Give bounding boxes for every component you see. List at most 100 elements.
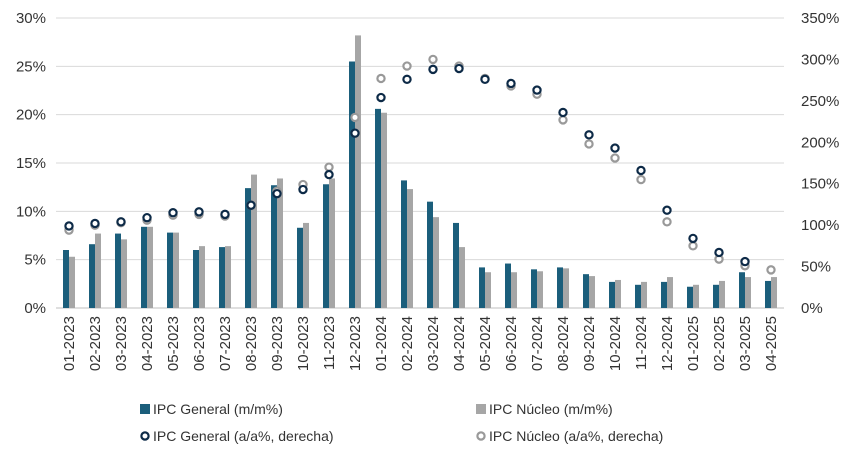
x-tick-label: 03-2023	[113, 316, 130, 371]
x-tick-label: 06-2024	[503, 316, 520, 371]
bar-ipc-nucleo-mm	[433, 217, 439, 308]
y-right-tick-label: 0%	[801, 300, 823, 317]
bar-ipc-general-mm	[661, 281, 667, 308]
point-ipc-general-aa	[402, 74, 412, 85]
point-ipc-general-aa	[376, 92, 386, 103]
bar-ipc-general-mm	[219, 247, 225, 308]
x-tick-label: 10-2023	[295, 316, 312, 371]
y-right-tick-label: 200%	[801, 134, 839, 151]
bar-ipc-nucleo-mm	[537, 271, 543, 308]
y-left-tick-label: 20%	[16, 107, 46, 124]
bar-ipc-general-mm	[297, 227, 303, 308]
point-ipc-general-aa	[350, 128, 360, 138]
bar-ipc-nucleo-mm	[381, 112, 387, 308]
bar-ipc-general-mm	[271, 185, 277, 308]
bar-ipc-nucleo-mm	[303, 222, 309, 308]
x-tick-label: 12-2023	[347, 316, 364, 371]
bar-ipc-general-mm	[531, 269, 537, 308]
x-tick-label: 07-2024	[529, 316, 546, 371]
bar-ipc-nucleo-mm	[199, 246, 205, 308]
bar-ipc-nucleo-mm	[407, 189, 413, 308]
point-ipc-general-aa	[480, 74, 490, 85]
bar-ipc-general-mm	[479, 267, 485, 308]
point-ipc-general-aa	[64, 221, 74, 231]
point-ipc-general-aa	[558, 107, 568, 118]
bar-ipc-nucleo-mm	[641, 281, 647, 308]
x-tick-label: 09-2023	[269, 316, 286, 371]
legend-ipc-nucleo-aa-marker	[476, 431, 486, 441]
point-ipc-nucleo-aa	[324, 162, 334, 172]
bar-ipc-nucleo-mm	[225, 246, 231, 308]
x-tick-label: 07-2023	[217, 316, 234, 371]
point-ipc-general-aa	[662, 205, 672, 215]
bar-ipc-general-mm	[739, 272, 745, 308]
point-ipc-general-aa	[220, 209, 230, 220]
bar-ipc-nucleo-mm	[95, 233, 101, 308]
bar-ipc-nucleo-mm	[589, 276, 595, 308]
bar-ipc-general-mm	[245, 188, 251, 308]
y-right-tick-label: 100%	[801, 217, 839, 234]
x-tick-label: 12-2024	[659, 316, 676, 371]
x-tick-label: 02-2023	[87, 316, 104, 371]
bar-ipc-general-mm	[193, 250, 199, 308]
point-ipc-general-aa	[688, 233, 698, 244]
x-tick-label: 08-2023	[243, 316, 260, 371]
bar-ipc-nucleo-mm	[459, 247, 465, 308]
point-ipc-general-aa	[714, 247, 724, 258]
legend-ipc-general-aa-marker	[140, 431, 150, 441]
point-ipc-general-aa	[90, 218, 100, 229]
point-ipc-nucleo-aa	[766, 265, 776, 275]
legend-ipc-general-aa-label: IPC General (a/a%, derecha)	[153, 428, 334, 444]
point-ipc-nucleo-aa	[662, 217, 672, 227]
x-tick-label: 08-2024	[555, 316, 572, 371]
y-left-tick-label: 25%	[16, 58, 46, 75]
point-ipc-nucleo-aa	[402, 61, 412, 71]
x-tick-label: 06-2023	[191, 316, 208, 371]
bar-ipc-general-mm	[583, 274, 589, 308]
point-ipc-general-aa	[324, 169, 334, 180]
y-right-tick-label: 300%	[801, 51, 839, 68]
point-ipc-general-aa	[194, 207, 204, 217]
y-right-tick-label: 350%	[801, 10, 839, 27]
point-ipc-general-aa	[610, 143, 620, 153]
bar-ipc-nucleo-mm	[563, 268, 569, 308]
x-tick-label: 02-2024	[399, 316, 416, 371]
x-tick-label: 11-2023	[321, 316, 338, 370]
x-tick-label: 02-2025	[711, 316, 728, 371]
legend-ipc-nucleo-mm-label: IPC Núcleo (m/m%)	[489, 401, 613, 417]
bar-ipc-general-mm	[349, 61, 355, 308]
y-left-tick-label: 5%	[24, 252, 46, 269]
x-tick-label: 04-2025	[763, 316, 780, 371]
bar-ipc-nucleo-mm	[121, 239, 127, 308]
bar-ipc-general-mm	[323, 184, 329, 308]
point-ipc-general-aa	[168, 208, 178, 218]
point-ipc-nucleo-aa	[558, 115, 568, 125]
bar-ipc-nucleo-mm	[719, 280, 725, 308]
x-tick-label: 05-2023	[165, 316, 182, 371]
point-ipc-nucleo-aa	[636, 174, 646, 185]
legend-ipc-nucleo-mm-swatch	[476, 404, 486, 414]
gridlines	[56, 17, 784, 309]
y-left-tick-label: 10%	[16, 203, 46, 220]
bar-ipc-nucleo-mm	[147, 226, 153, 308]
y-left-tick-label: 30%	[16, 10, 46, 27]
point-ipc-general-aa	[636, 165, 646, 176]
bar-ipc-nucleo-mm	[693, 284, 699, 308]
legend-ipc-general-mm-swatch	[140, 404, 150, 414]
x-axis-ticks: 01-2023 02-2023 03-2023 04-2023 05-2023 06-20…	[61, 316, 780, 371]
bar-ipc-nucleo-mm	[69, 256, 75, 308]
point-ipc-general-aa	[142, 212, 152, 223]
bar-ipc-nucleo-mm	[355, 35, 361, 309]
point-ipc-nucleo-aa	[376, 73, 386, 84]
left-axis-ticks: 0% 5% 10% 15% 20% 25% 30%	[16, 10, 46, 317]
point-ipc-general-aa	[740, 256, 750, 267]
bar-ipc-nucleo-mm	[615, 279, 621, 308]
bar-ipc-general-mm	[687, 286, 693, 308]
bar-ipc-nucleo-mm	[745, 277, 751, 308]
right-axis-ticks: 0% 50% 100% 150% 200% 250% 300% 350%	[801, 10, 839, 317]
point-ipc-nucleo-aa	[350, 112, 360, 123]
point-ipc-general-aa	[246, 200, 256, 210]
x-tick-label: 01-2024	[373, 316, 390, 371]
point-ipc-general-aa	[584, 130, 594, 140]
point-ipc-general-aa	[116, 217, 126, 227]
